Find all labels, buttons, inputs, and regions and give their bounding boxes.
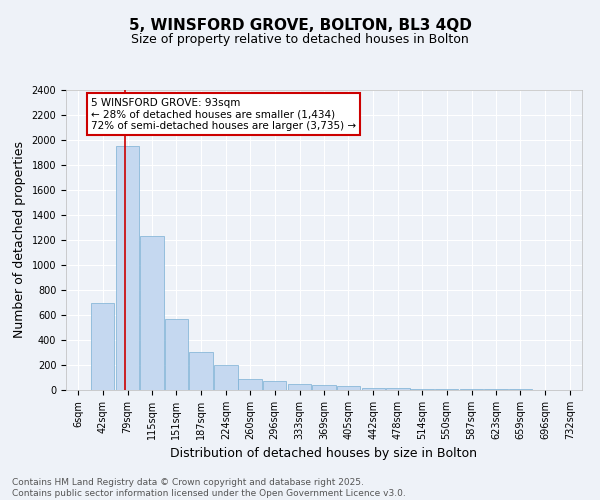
- Bar: [410, 389, 434, 390]
- Text: 5 WINSFORD GROVE: 93sqm
← 28% of detached houses are smaller (1,434)
72% of semi: 5 WINSFORD GROVE: 93sqm ← 28% of detache…: [91, 98, 356, 130]
- Bar: [263, 381, 286, 390]
- Bar: [189, 352, 212, 390]
- Bar: [140, 236, 164, 390]
- Bar: [214, 365, 238, 390]
- Y-axis label: Number of detached properties: Number of detached properties: [13, 142, 26, 338]
- Bar: [337, 386, 360, 390]
- Bar: [312, 385, 336, 390]
- Bar: [238, 379, 262, 390]
- Bar: [386, 388, 410, 390]
- Text: Contains HM Land Registry data © Crown copyright and database right 2025.
Contai: Contains HM Land Registry data © Crown c…: [12, 478, 406, 498]
- Bar: [116, 146, 139, 390]
- Text: Size of property relative to detached houses in Bolton: Size of property relative to detached ho…: [131, 32, 469, 46]
- Bar: [288, 384, 311, 390]
- Text: 5, WINSFORD GROVE, BOLTON, BL3 4QD: 5, WINSFORD GROVE, BOLTON, BL3 4QD: [128, 18, 472, 32]
- X-axis label: Distribution of detached houses by size in Bolton: Distribution of detached houses by size …: [170, 448, 478, 460]
- Bar: [362, 388, 385, 390]
- Bar: [460, 389, 484, 390]
- Bar: [164, 319, 188, 390]
- Bar: [435, 389, 458, 390]
- Bar: [91, 302, 115, 390]
